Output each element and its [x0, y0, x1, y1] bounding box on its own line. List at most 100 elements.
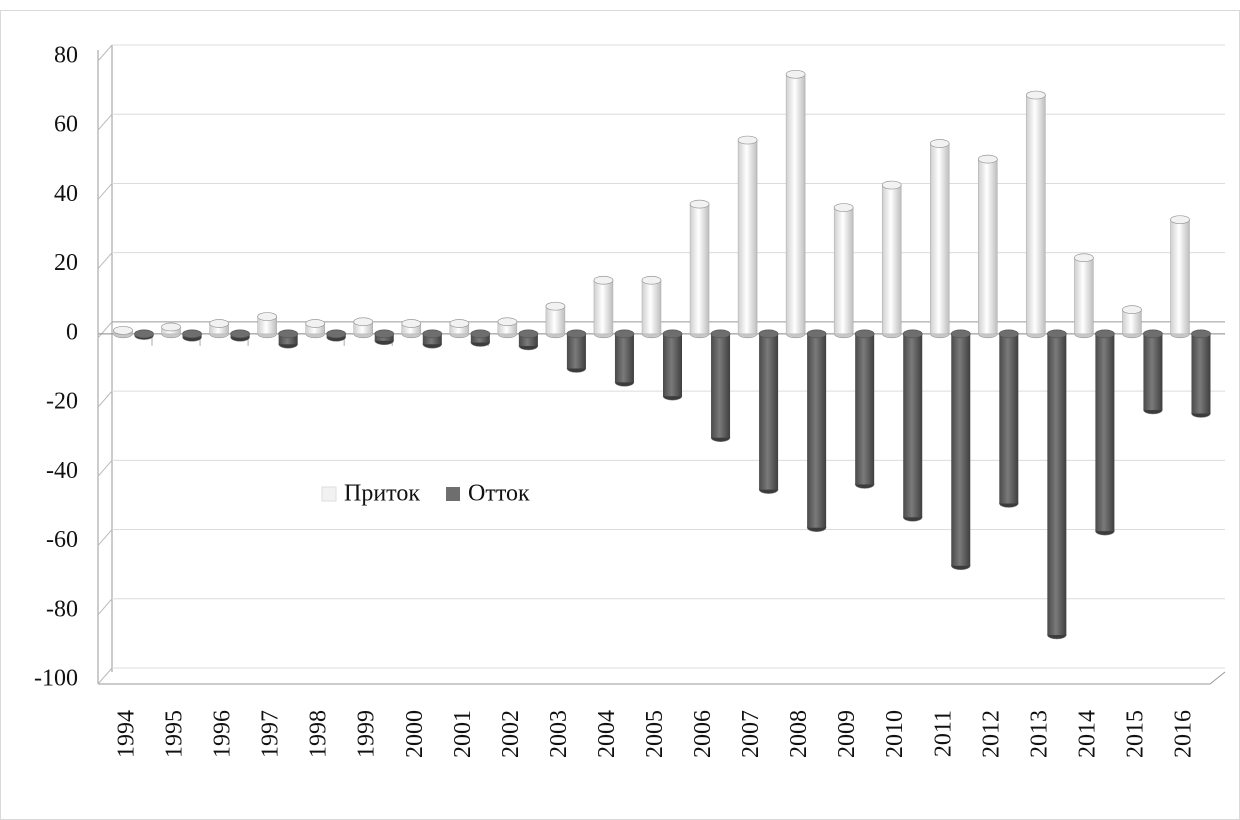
x-tick-label: 2016	[1170, 710, 1196, 758]
legend-label: Приток	[344, 481, 420, 507]
x-tick-label: 2015	[1122, 710, 1148, 758]
bar-group	[710, 329, 731, 442]
y-tick-label: -100	[34, 666, 78, 692]
y-tick	[97, 390, 113, 408]
bar-cap	[257, 312, 278, 321]
bar-group	[1122, 305, 1142, 339]
bar	[614, 333, 634, 383]
bar-cap	[902, 329, 923, 339]
y-tick	[97, 252, 113, 269]
bar	[807, 333, 827, 528]
bar-cap	[950, 329, 971, 339]
x-tick-label: 2003	[546, 710, 572, 758]
bar-cap	[593, 275, 614, 285]
y-tick	[97, 183, 113, 200]
bar-group	[1143, 329, 1163, 415]
bar	[737, 139, 758, 335]
bar-group	[374, 329, 395, 346]
bar	[689, 203, 710, 335]
y-tick	[97, 321, 113, 339]
bar-group	[257, 312, 278, 339]
y-tick-label: 20	[54, 250, 78, 276]
bar	[1191, 333, 1211, 414]
bar-group	[1191, 329, 1211, 418]
bar-cap	[881, 180, 902, 190]
bar-cap	[998, 329, 1019, 339]
bar-cap	[230, 329, 250, 339]
y-tick-label: -60	[46, 527, 78, 553]
bar-group	[305, 319, 326, 339]
bar	[785, 74, 806, 335]
bar	[881, 184, 902, 335]
bar-group	[545, 301, 566, 339]
bar-group	[614, 329, 635, 387]
bar-group	[881, 180, 902, 339]
x-tick-label: 1996	[210, 710, 236, 758]
bar	[1047, 333, 1067, 636]
bar-cap	[1074, 253, 1094, 263]
bar-cap	[497, 317, 518, 327]
bar	[759, 333, 779, 490]
y-tick	[97, 529, 113, 546]
x-tick-label: 2011	[930, 710, 956, 757]
bar	[1170, 219, 1190, 335]
bar-cap	[278, 329, 299, 339]
y-tick-label: 0	[66, 319, 78, 345]
bar-group	[449, 319, 470, 339]
y-tick	[97, 113, 113, 131]
bar-group	[1095, 329, 1115, 536]
y-tick	[97, 460, 113, 477]
bar-cap	[305, 319, 326, 328]
bar	[999, 333, 1019, 504]
x-tick-label: 2012	[978, 710, 1004, 758]
bar-group	[998, 329, 1019, 508]
x-tick-label: 2006	[690, 710, 716, 758]
bar-group	[1046, 329, 1067, 640]
legend-swatch	[446, 487, 461, 501]
y-tick-label: -20	[46, 389, 78, 415]
bar-cap	[1143, 329, 1163, 339]
bar-group	[278, 329, 299, 349]
bar	[641, 279, 662, 335]
bar-cap	[1046, 329, 1067, 339]
bar	[930, 143, 950, 335]
x-tick-label: 1994	[114, 710, 140, 758]
bar-group	[641, 275, 662, 339]
bar-cap	[209, 319, 229, 328]
y-tick-label: -40	[46, 458, 78, 484]
bar-group	[785, 69, 806, 339]
y-tick-label: -80	[46, 596, 78, 622]
bar-group	[1170, 215, 1190, 339]
y-tick-label: 80	[54, 43, 78, 69]
bar-cap	[545, 301, 566, 311]
bar-group	[209, 319, 229, 339]
x-tick-label: 1995	[162, 710, 188, 758]
bar-cap	[806, 329, 827, 339]
bar-cap	[854, 329, 875, 339]
x-tick-label: 2013	[1026, 710, 1052, 758]
bar	[1074, 257, 1094, 335]
legend-label: Отток	[468, 481, 530, 507]
bar-group	[497, 317, 518, 339]
bar-cap	[1191, 329, 1211, 339]
bar-group	[662, 329, 683, 401]
x-tick-label: 1998	[306, 710, 332, 758]
bar	[833, 207, 854, 335]
bar-group	[518, 329, 539, 351]
bar-cap	[662, 329, 683, 339]
y-tick	[97, 598, 113, 616]
bar-group	[326, 329, 347, 342]
bar	[855, 333, 875, 485]
bar-cap	[134, 329, 154, 339]
x-tick-label: 1999	[354, 710, 380, 758]
bar-group	[182, 329, 202, 342]
x-tick-label: 2001	[450, 710, 476, 758]
bar-group	[806, 329, 827, 532]
bar-group	[1074, 253, 1094, 339]
bar-group	[833, 203, 854, 339]
bar	[566, 333, 586, 369]
y-tick-label: 60	[54, 112, 78, 138]
x-tick-label: 2008	[786, 710, 812, 758]
bar-cap	[401, 319, 422, 328]
